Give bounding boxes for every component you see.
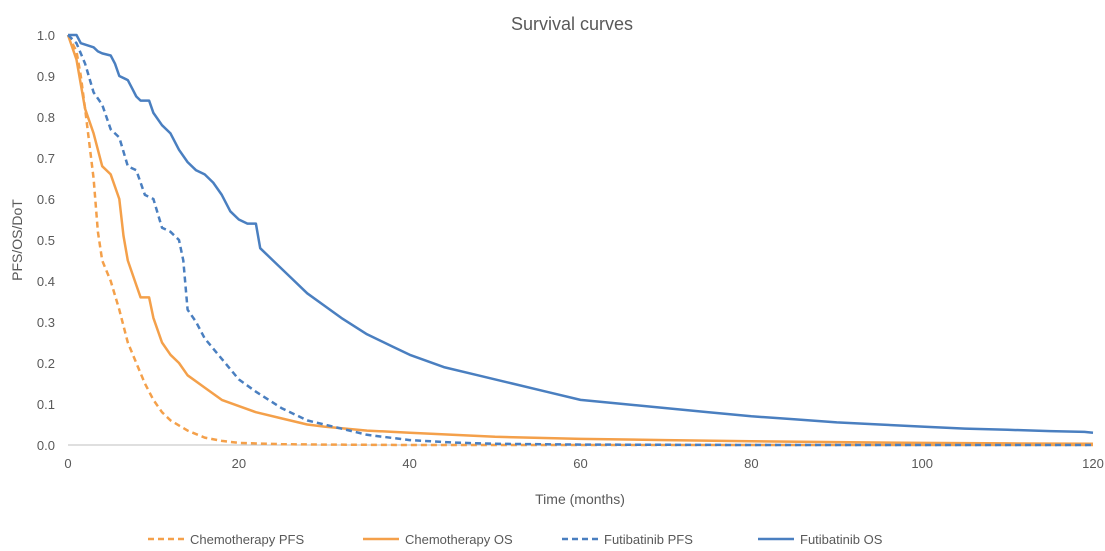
y-tick-label: 1.0 [37, 28, 55, 43]
legend-label: Chemotherapy OS [405, 532, 513, 547]
series-line-chemotherapy-pfs [66, 34, 1093, 447]
y-axis-ticks: 0.0 0.1 0.2 0.3 0.4 0.5 0.6 0.7 0.8 0.9 1.0 [37, 28, 55, 453]
y-tick-label: 0.9 [37, 69, 55, 84]
y-tick-label: 0.7 [37, 151, 55, 166]
legend-label: Futibatinib PFS [604, 532, 693, 547]
y-tick-label: 0.5 [37, 233, 55, 248]
y-tick-label: 0.0 [37, 438, 55, 453]
x-tick-label: 60 [573, 456, 587, 471]
x-tick-label: 120 [1082, 456, 1104, 471]
legend: Chemotherapy PFS Chemotherapy OS Futibatin… [148, 532, 883, 547]
series-line-futibatinib-pfs [67, 34, 1093, 447]
x-axis-ticks: 0 20 40 60 80 100 120 [64, 456, 1103, 471]
series-group [66, 33, 1094, 447]
y-tick-label: 0.8 [37, 110, 55, 125]
y-tick-label: 0.6 [37, 192, 55, 207]
y-tick-label: 0.4 [37, 274, 55, 289]
x-tick-label: 20 [232, 456, 246, 471]
x-tick-label: 40 [402, 456, 416, 471]
x-tick-label: 100 [911, 456, 933, 471]
x-axis-label: Time (months) [535, 491, 625, 507]
chart-title: Survival curves [511, 14, 633, 34]
y-tick-label: 0.3 [37, 315, 55, 330]
legend-label: Chemotherapy PFS [190, 532, 304, 547]
series-line-chemotherapy-os [66, 34, 1094, 446]
x-tick-label: 0 [64, 456, 71, 471]
y-tick-label: 0.1 [37, 397, 55, 412]
y-tick-label: 0.2 [37, 356, 55, 371]
legend-label: Futibatinib OS [800, 532, 883, 547]
y-axis-label: PFS/OS/DoT [9, 199, 25, 281]
series-line-futibatinib-os [68, 33, 1094, 434]
x-tick-label: 80 [744, 456, 758, 471]
